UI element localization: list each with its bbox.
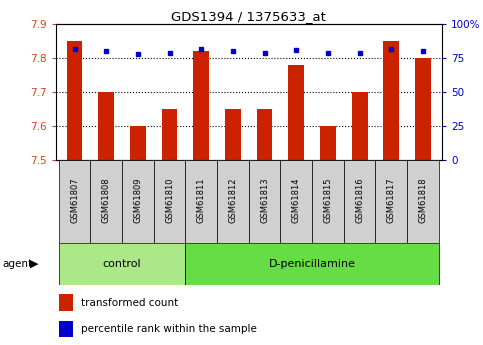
Text: agent: agent bbox=[2, 259, 32, 269]
Text: GSM61811: GSM61811 bbox=[197, 177, 206, 223]
Bar bbox=[99, 92, 114, 160]
FancyBboxPatch shape bbox=[312, 160, 344, 243]
Text: control: control bbox=[103, 259, 142, 269]
FancyBboxPatch shape bbox=[217, 160, 249, 243]
FancyBboxPatch shape bbox=[281, 160, 312, 243]
FancyBboxPatch shape bbox=[375, 160, 407, 243]
Text: transformed count: transformed count bbox=[81, 297, 178, 307]
Text: GSM61813: GSM61813 bbox=[260, 177, 269, 223]
Text: ▶: ▶ bbox=[30, 259, 39, 269]
FancyBboxPatch shape bbox=[344, 160, 375, 243]
Text: GSM61816: GSM61816 bbox=[355, 177, 364, 223]
FancyBboxPatch shape bbox=[122, 160, 154, 243]
Bar bbox=[193, 51, 209, 160]
Bar bbox=[288, 65, 304, 160]
Bar bbox=[352, 92, 368, 160]
FancyBboxPatch shape bbox=[59, 160, 90, 243]
Text: GSM61808: GSM61808 bbox=[102, 177, 111, 223]
Bar bbox=[225, 109, 241, 160]
Bar bbox=[59, 321, 73, 337]
FancyBboxPatch shape bbox=[59, 243, 185, 285]
FancyBboxPatch shape bbox=[249, 160, 281, 243]
Bar bbox=[59, 295, 73, 310]
Text: GSM61817: GSM61817 bbox=[387, 177, 396, 223]
Text: GSM61809: GSM61809 bbox=[133, 177, 142, 223]
Text: percentile rank within the sample: percentile rank within the sample bbox=[81, 324, 256, 334]
Text: GSM61815: GSM61815 bbox=[324, 177, 332, 223]
FancyBboxPatch shape bbox=[185, 160, 217, 243]
FancyBboxPatch shape bbox=[154, 160, 185, 243]
Title: GDS1394 / 1375633_at: GDS1394 / 1375633_at bbox=[171, 10, 326, 23]
Bar bbox=[384, 41, 399, 160]
Text: D-penicillamine: D-penicillamine bbox=[269, 259, 355, 269]
Bar bbox=[67, 41, 83, 160]
Text: GSM61810: GSM61810 bbox=[165, 177, 174, 223]
Bar bbox=[162, 109, 177, 160]
Bar bbox=[256, 109, 272, 160]
Bar bbox=[130, 126, 146, 160]
Bar bbox=[415, 58, 431, 160]
Text: GSM61818: GSM61818 bbox=[418, 177, 427, 223]
FancyBboxPatch shape bbox=[185, 243, 439, 285]
FancyBboxPatch shape bbox=[407, 160, 439, 243]
Text: GSM61807: GSM61807 bbox=[70, 177, 79, 223]
Text: GSM61812: GSM61812 bbox=[228, 177, 238, 223]
Text: GSM61814: GSM61814 bbox=[292, 177, 301, 223]
Bar bbox=[320, 126, 336, 160]
FancyBboxPatch shape bbox=[90, 160, 122, 243]
